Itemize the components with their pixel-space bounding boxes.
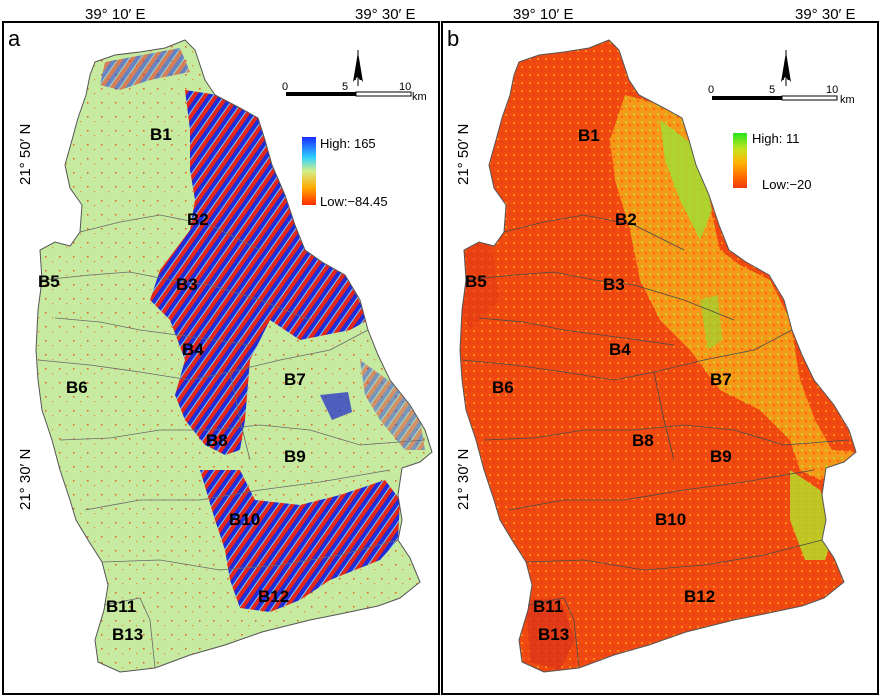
basin-label-b5-b: B5	[465, 272, 487, 291]
panel-b-lat-top: 21° 50′ N	[455, 124, 472, 185]
panel-b-legend: High: 11 Low:−20	[733, 131, 812, 192]
panel-a-scale-box: N 0 5 10 km	[281, 42, 431, 103]
basin-label-b3-a: B3	[176, 275, 198, 294]
scale-unit-b: km	[840, 94, 855, 106]
basin-label-b9-a: B9	[284, 447, 306, 466]
panel-a-lat-top: 21° 50′ N	[17, 124, 34, 185]
panel-a-lat-bottom: 21° 30′ N	[17, 449, 34, 510]
basin-label-b11-a: B11	[106, 597, 136, 616]
panel-a: a 39° 10′ E 39° 30′ E 21° 50′ N 21° 30′ …	[2, 6, 440, 695]
panel-b-map: B1 B2 B3 B4 B5 B6 B7 B8 B9 B10 B11 B12 B…	[459, 39, 857, 673]
basin-label-b12-b: B12	[684, 587, 715, 606]
basin-label-b6-a: B6	[66, 378, 88, 397]
basin-label-b8-a: B8	[206, 431, 228, 450]
panel-b-letter: b	[447, 26, 459, 51]
north-label-b: N	[782, 71, 790, 83]
basin-label-b4-b: B4	[609, 340, 631, 359]
basin-label-b1-b: B1	[578, 126, 600, 145]
north-label-a: N	[354, 71, 362, 83]
scale-tick-10-b: 10	[826, 84, 838, 96]
north-arrow-icon: N	[353, 50, 363, 86]
basin-label-b10-b: B10	[655, 510, 686, 529]
panel-a-letter: a	[8, 26, 21, 51]
scale-tick-0-b: 0	[708, 84, 714, 96]
panel-b-lon-right: 39° 30′ E	[795, 6, 856, 23]
legend-colorbar-a	[302, 137, 316, 205]
basin-label-b10-a: B10	[229, 510, 260, 529]
basin-label-b12-a: B12	[258, 587, 289, 606]
basin-label-b6-b: B6	[492, 378, 514, 397]
legend-low-a: Low:−84.45	[320, 194, 388, 209]
basin-label-b11-b: B11	[533, 597, 563, 616]
north-arrow-icon: N	[781, 50, 791, 86]
scale-tick-10-a: 10	[399, 81, 411, 93]
legend-low-b: Low:−20	[762, 177, 812, 192]
scale-tick-5-b: 5	[769, 84, 775, 96]
basin-label-b7-a: B7	[284, 370, 306, 389]
scale-unit-a: km	[412, 91, 427, 103]
panel-b-scale-box: N 0 5 10 km	[706, 42, 856, 106]
basin-label-b4-a: B4	[182, 340, 204, 359]
panel-b-lat-bottom: 21° 30′ N	[455, 449, 472, 510]
basin-label-b2-a: B2	[187, 210, 209, 229]
basin-label-b1-a: B1	[150, 125, 172, 144]
basin-label-b2-b: B2	[615, 210, 637, 229]
panel-b-lon-left: 39° 10′ E	[513, 6, 574, 23]
basin-label-b13-b: B13	[538, 625, 569, 644]
basin-label-b3-b: B3	[603, 275, 625, 294]
panel-a-lon-right: 39° 30′ E	[355, 6, 416, 23]
basin-label-b9-b: B9	[710, 447, 732, 466]
legend-high-a: High: 165	[320, 136, 376, 151]
legend-colorbar-b	[733, 133, 747, 188]
basin-label-b13-a: B13	[112, 625, 143, 644]
scale-tick-5-a: 5	[342, 81, 348, 93]
panel-a-lon-left: 39° 10′ E	[85, 6, 146, 23]
basin-label-b5-a: B5	[38, 272, 60, 291]
basin-label-b8-b: B8	[632, 431, 654, 450]
legend-high-b: High: 11	[752, 131, 799, 146]
panel-a-map: B1 B2 B3 B4 B5 B6 B7 B8 B9 B10 B11 B12 B…	[35, 39, 433, 673]
scale-tick-0-a: 0	[282, 81, 288, 93]
basin-label-b7-b: B7	[710, 370, 732, 389]
panel-b: b 39° 10′ E 39° 30′ E 21° 50′ N 21° 30′ …	[441, 6, 879, 695]
panel-a-legend: High: 165 Low:−84.45	[302, 136, 388, 209]
